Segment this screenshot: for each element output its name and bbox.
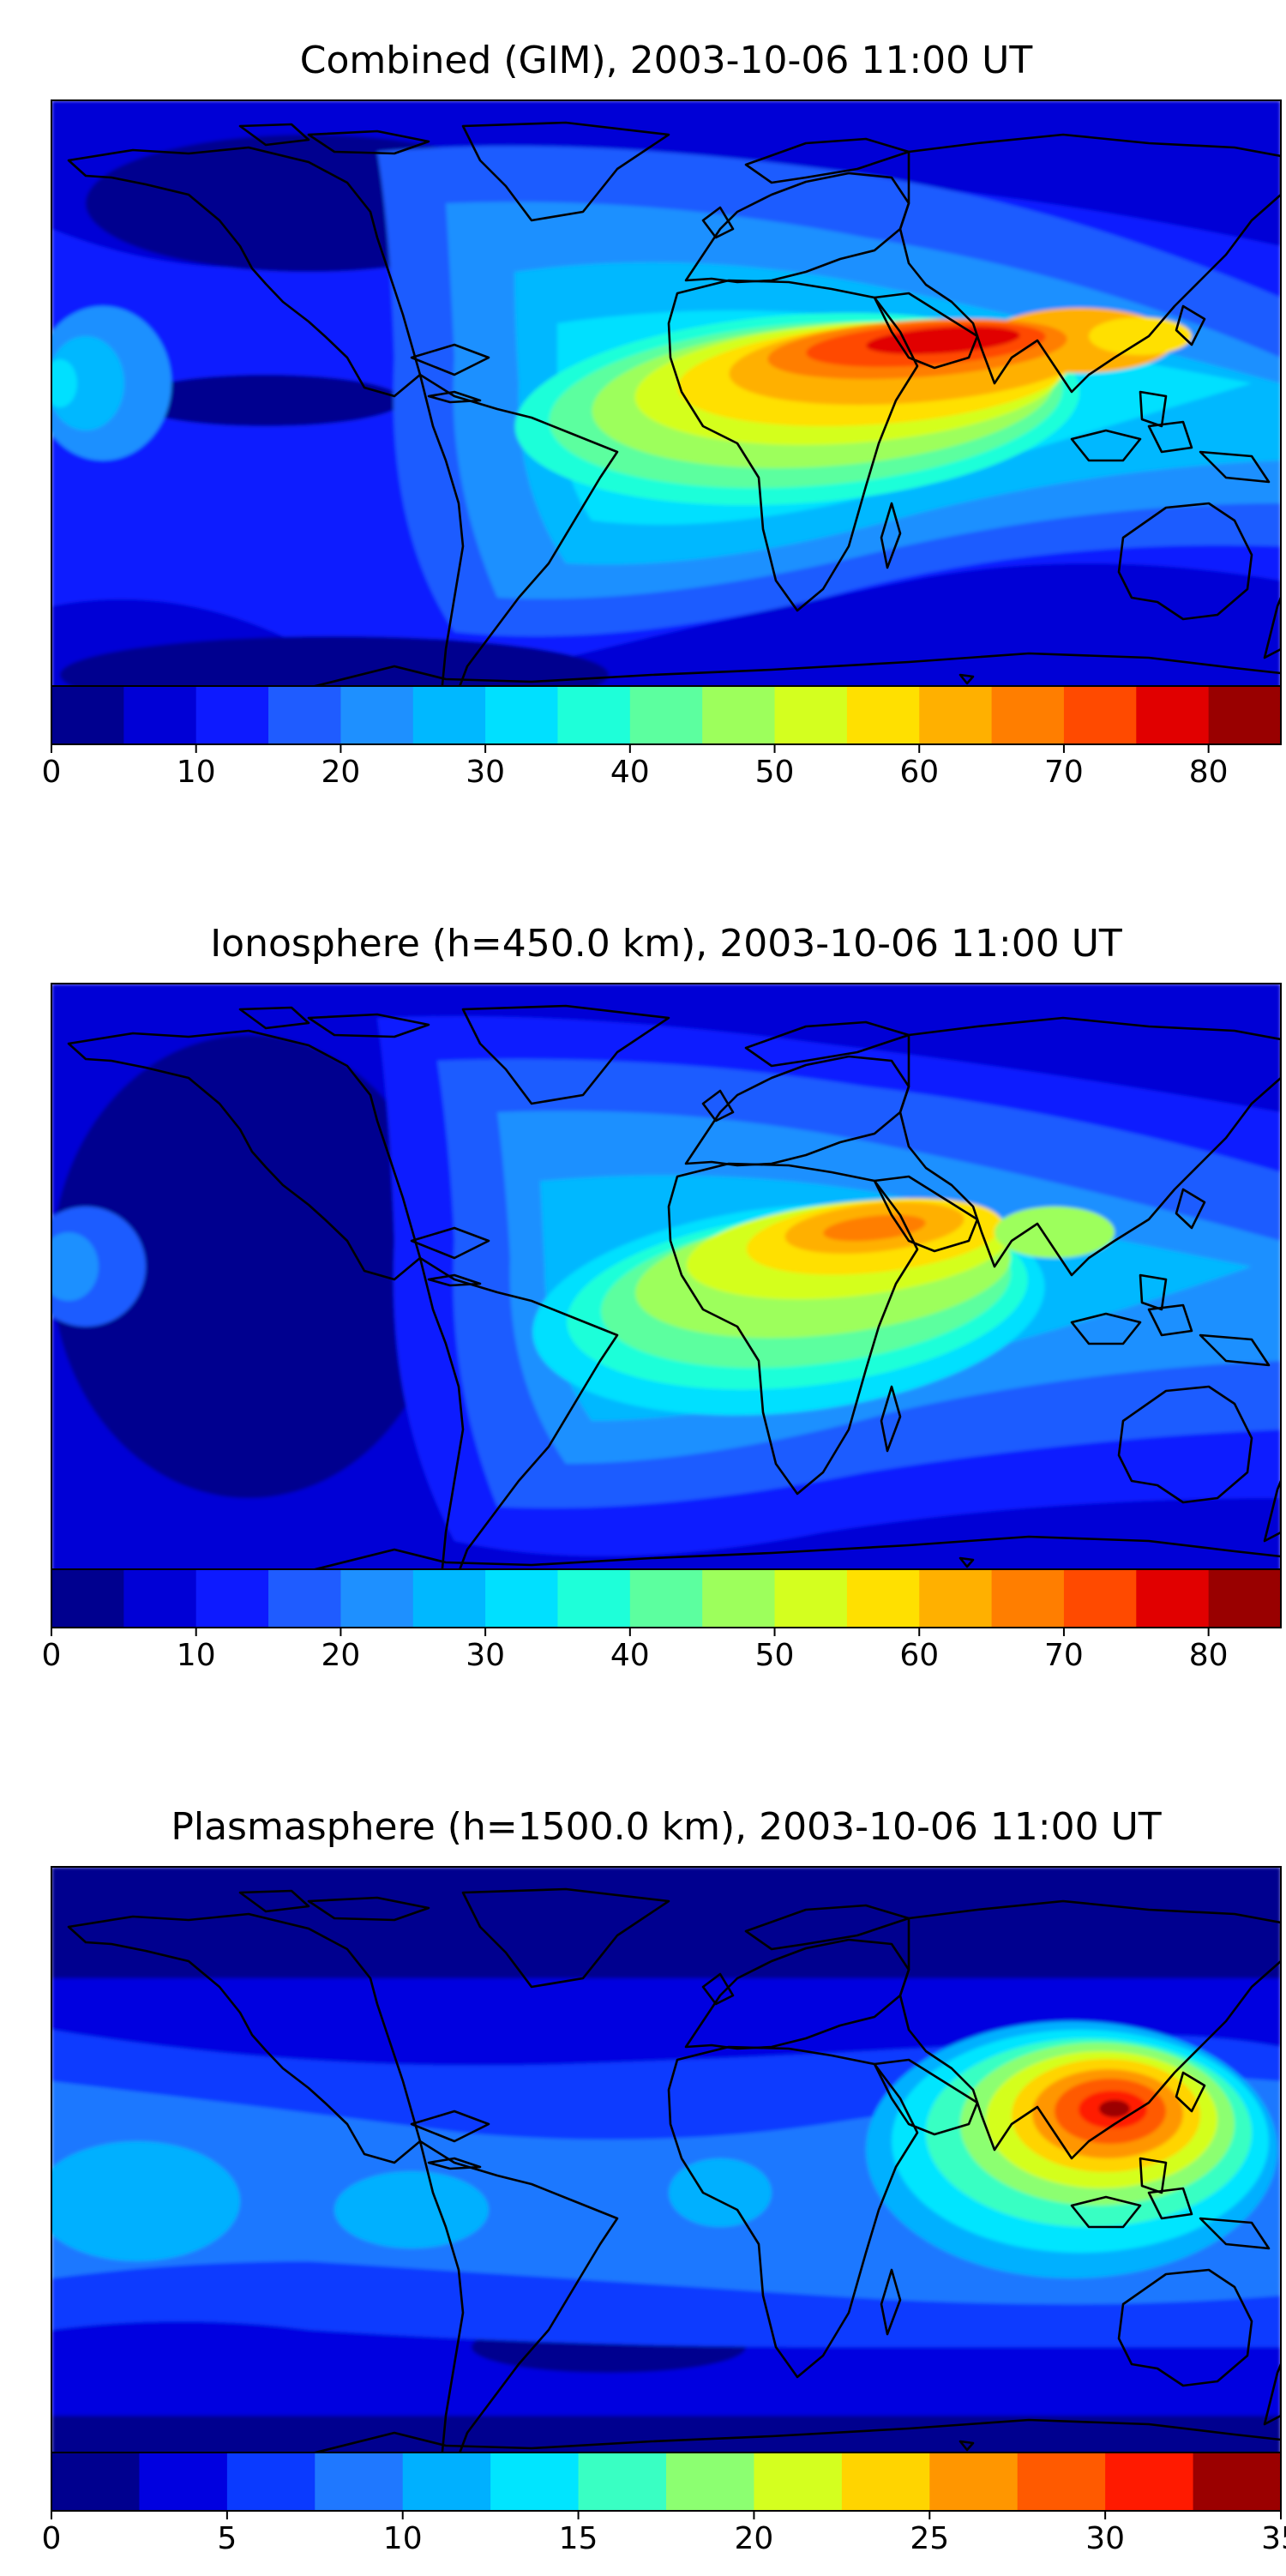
colorbar-segment [841,2453,930,2511]
colorbar-tick-label: 80 [1189,1638,1229,1673]
colorbar-segment [1136,1569,1210,1628]
colorbar-tick-label: 20 [735,2521,774,2556]
colorbar-segment [846,1569,920,1628]
tec-contour-field [51,1867,1281,2472]
panel-title: Plasmasphere (h=1500.0 km), 2003-10-06 1… [171,1805,1161,1849]
map-area [51,983,1282,1590]
colorbar-segment [846,686,920,744]
colorbar-frame [51,685,1282,745]
colorbar-segment [226,2453,315,2511]
colorbar-segment [1017,2453,1106,2511]
colorbar-segment [991,686,1065,744]
colorbar-frame [51,1568,1282,1628]
tec-contour-field [51,984,1281,1589]
colorbar-segment [51,2453,140,2511]
colorbar-tick-label: 35 [1261,2521,1286,2556]
colorbar-segment [412,1569,486,1628]
colorbar-segment [557,1569,631,1628]
colorbar-segment [412,686,486,744]
colorbar-segment [1193,2453,1282,2511]
colorbar-tick-label: 15 [559,2521,598,2556]
colorbar-tick-label: 50 [755,1638,795,1673]
colorbar-frame [51,2452,1282,2512]
colorbar: 0 5 10 15 20 25 30 35 [42,2452,1286,2556]
panel-ionosphere: Ionosphere (h=450.0 km), 2003-10-06 11:0… [42,922,1282,1673]
colorbar-tick-label: 0 [42,755,62,790]
colorbar-segment [340,1569,414,1628]
colorbar-segment [485,1569,558,1628]
colorbar-tick-label: 60 [899,1638,939,1673]
colorbar-tick-label: 5 [217,2521,237,2556]
colorbar-segment [929,2453,1019,2511]
colorbar-segment [123,1569,197,1628]
panel-plasmasphere: Plasmasphere (h=1500.0 km), 2003-10-06 1… [42,1805,1286,2556]
colorbar-tick-label: 0 [42,2521,62,2556]
colorbar-tick-label: 30 [466,755,505,790]
colorbar-segment [578,2453,667,2511]
colorbar-tick-label: 20 [322,755,361,790]
colorbar-segment [1063,1569,1137,1628]
map-area [51,1866,1282,2473]
colorbar-tick-label: 80 [1189,755,1229,790]
colorbar-tick-label: 40 [610,1638,650,1673]
colorbar-segment [123,686,197,744]
colorbar-segment [919,1569,993,1628]
colorbar-tick-label: 25 [910,2521,949,2556]
colorbar-segment [485,686,558,744]
colorbar-tick-label: 10 [383,2521,423,2556]
colorbar: 0 10 20 30 40 50 60 70 80 [42,685,1282,790]
colorbar-tick-label: 60 [899,755,939,790]
colorbar-tick-label: 10 [177,1638,216,1673]
colorbar-segment [268,686,341,744]
colorbar-segment [991,1569,1065,1628]
map-area [51,99,1282,707]
colorbar-tick-label: 10 [177,755,216,790]
colorbar-segment [51,686,124,744]
colorbar-segment [754,2453,843,2511]
colorbar-segment [1063,686,1137,744]
colorbar-segment [139,2453,228,2511]
colorbar-segment [774,1569,848,1628]
tec-contour-field [51,100,1281,706]
colorbar-segment [1105,2453,1194,2511]
colorbar-segment [702,686,776,744]
colorbar-segment [1136,686,1210,744]
colorbar-segment [1208,686,1282,744]
colorbar-tick-label: 70 [1044,755,1084,790]
colorbar-segment [268,1569,341,1628]
colorbar-segment [315,2453,404,2511]
colorbar-tick-label: 30 [1085,2521,1125,2556]
colorbar-segment [51,1569,124,1628]
colorbar-tick-label: 40 [610,755,650,790]
colorbar-segment [629,1569,703,1628]
colorbar-segment [774,686,848,744]
colorbar-segment [340,686,414,744]
colorbar-segment [666,2453,754,2511]
panel-combined: Combined (GIM), 2003-10-06 11:00 UT [42,39,1282,790]
colorbar-segment [557,686,631,744]
panel-title: Ionosphere (h=450.0 km), 2003-10-06 11:0… [210,922,1122,966]
colorbar-segment [195,686,269,744]
colorbar-segment [402,2453,491,2511]
colorbar-segment [919,686,993,744]
colorbar-tick-label: 70 [1044,1638,1084,1673]
colorbar-segment [702,1569,776,1628]
colorbar-segment [490,2453,580,2511]
colorbar-tick-label: 0 [42,1638,62,1673]
panel-title: Combined (GIM), 2003-10-06 11:00 UT [300,39,1033,82]
colorbar-segment [1208,1569,1282,1628]
colorbar-tick-label: 20 [322,1638,361,1673]
colorbar-tick-label: 30 [466,1638,505,1673]
colorbar-segment [629,686,703,744]
colorbar-segment [195,1569,269,1628]
colorbar: 0 10 20 30 40 50 60 70 80 [42,1568,1282,1673]
colorbar-tick-label: 50 [755,755,795,790]
